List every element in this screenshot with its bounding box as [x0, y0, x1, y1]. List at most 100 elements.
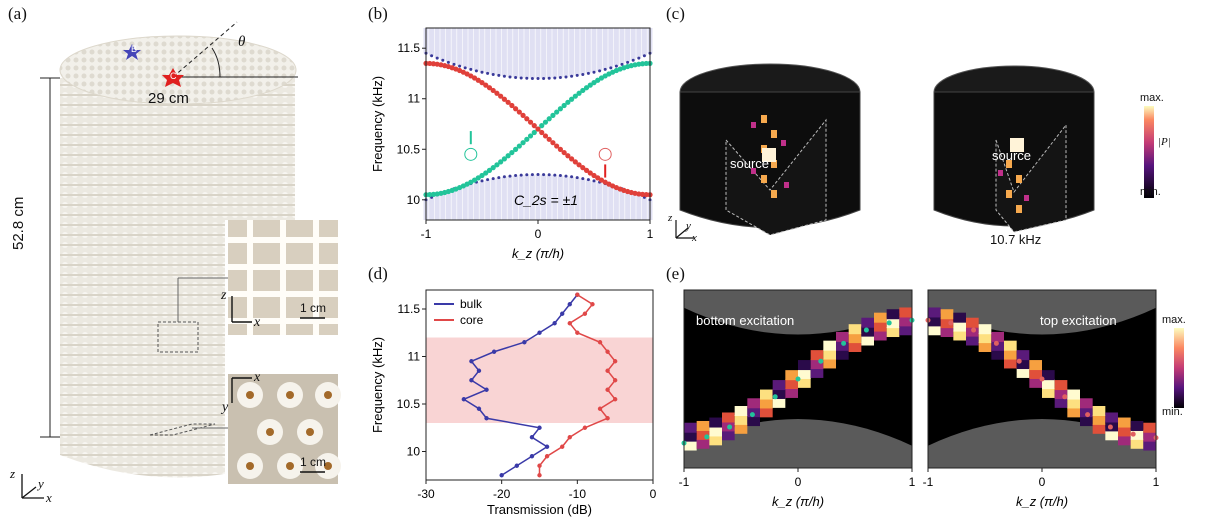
heatmap-cell [1054, 388, 1068, 399]
edge-state-point [494, 162, 500, 168]
bulk-point [529, 435, 535, 440]
edge-band-point [1062, 394, 1068, 400]
heatmap-cell [1016, 359, 1030, 370]
heatmap-cell [966, 335, 979, 346]
heatmap-cell [1118, 426, 1131, 437]
heatmap-cell [798, 368, 811, 379]
y-tick-label: 10.5 [397, 142, 421, 156]
x-tick-label: -1 [923, 475, 934, 489]
x-tick-label: 1 [1153, 475, 1160, 489]
edge-state-point [580, 87, 586, 94]
heatmap-cell [785, 379, 798, 390]
bulk-point [560, 311, 565, 316]
edge-state-point [569, 96, 575, 102]
bulk-band-edge-point [592, 70, 596, 74]
x-axis-label: k_z (π/h) [1016, 494, 1068, 509]
edge-state-point [486, 85, 493, 91]
x-axis-label: k_z (π/h) [772, 494, 824, 509]
x-tick-label: 0 [795, 475, 802, 489]
heatmap-cell [734, 406, 748, 417]
c-axis-z: z [668, 212, 673, 224]
edge-state-point [479, 80, 485, 86]
heatmap-cell [747, 407, 760, 418]
bulk-band-edge-point [446, 60, 450, 64]
heatmap-cell [1042, 379, 1055, 390]
edge-band-point [993, 340, 999, 346]
bulk-band-edge-point [474, 69, 478, 73]
heatmap-cell [1092, 414, 1106, 425]
heatmap-cell [966, 317, 979, 328]
c-axis-y: y [686, 220, 691, 232]
edge-state-point [591, 172, 597, 179]
edge-state-point [527, 133, 534, 139]
height-label: 52.8 cm [10, 196, 27, 250]
bulk-band-edge-point [553, 76, 557, 80]
bulk-band-edge-point [508, 75, 512, 79]
heatmap-cell [1143, 431, 1156, 442]
edge-state-point [527, 119, 534, 125]
bulk-band-edge-point [463, 66, 467, 70]
edge-state-point [490, 87, 496, 94]
heatmap-cell [1067, 398, 1080, 409]
bulk-band-edge-point [642, 54, 646, 58]
edge-state-point [565, 99, 571, 105]
bulk-band-edge-point [486, 178, 490, 182]
bulk-point [476, 406, 482, 411]
edge-state-point [595, 175, 601, 181]
edge-band-point [1039, 376, 1045, 382]
edge-state-point [583, 167, 590, 173]
edge-state-point [524, 116, 530, 122]
heatmap-cell [928, 325, 941, 336]
heatmap-cell [810, 359, 824, 370]
edge-state-point [546, 136, 552, 142]
heatmap-cell [836, 349, 849, 360]
bulk-band-edge-point [558, 76, 562, 80]
bulk-band-edge-point [525, 173, 529, 177]
heatmap-cell [886, 309, 900, 320]
bulk-band-edge-point [536, 77, 540, 81]
plot-frame [425, 289, 654, 481]
bulk-point [469, 378, 474, 383]
heatmap-cell [747, 416, 760, 427]
bulk-band-edge-point [558, 174, 562, 178]
heatmap-cell [1016, 367, 1030, 378]
heatmap-cell [760, 389, 773, 400]
bulk-band-edge-point [586, 71, 590, 75]
bulk-band-edge-point [620, 62, 624, 66]
bulk-point [529, 454, 535, 459]
heatmap-cell [1054, 397, 1068, 408]
bulk-band-edge-point [514, 174, 518, 178]
bulk-point [476, 368, 482, 373]
x-tick-label: -10 [569, 487, 587, 501]
heatmap-cell [772, 380, 786, 391]
heatmap-cell [798, 360, 811, 371]
edge-state-point [576, 162, 582, 168]
edge-state-point [591, 80, 597, 86]
heatmap-cell [874, 330, 887, 341]
bulk-band-edge-point [570, 74, 574, 78]
source-label-2: source [992, 148, 1032, 163]
edge-state-point [639, 61, 646, 67]
star-c-icon [162, 68, 184, 87]
edge-state-point [471, 177, 478, 183]
heatmap-cell [785, 370, 798, 381]
core-point [605, 416, 610, 421]
bulk-band-edge-point [581, 72, 585, 76]
bulk-line [462, 294, 578, 476]
spin-up-icon [464, 147, 478, 161]
heatmap-cell [772, 397, 786, 408]
heatmap-cell [1092, 406, 1106, 417]
star-b-icon [123, 44, 141, 60]
edge-band-point [1016, 358, 1022, 364]
heatmap-cell [928, 316, 941, 327]
heatmap-cell [1130, 420, 1144, 431]
bandgap-shading [426, 337, 653, 423]
bulk-point [484, 416, 489, 421]
y-axis-label: Frequency (kHz) [370, 76, 385, 172]
core-point [567, 435, 572, 440]
edge-state-point [576, 90, 582, 96]
cylinder-top [59, 35, 297, 105]
heatmap-cell [722, 430, 735, 441]
heatmap-cell [1004, 349, 1017, 360]
heatmap-cell [861, 317, 874, 328]
